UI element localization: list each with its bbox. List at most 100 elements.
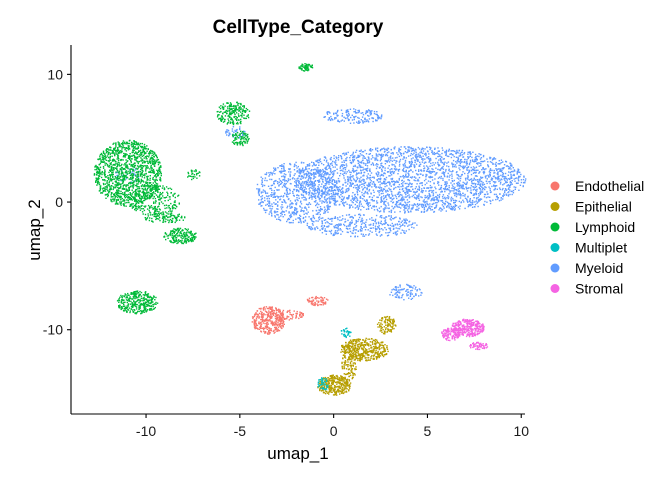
point — [304, 206, 306, 208]
point — [359, 200, 361, 202]
point — [473, 177, 475, 179]
point — [429, 203, 431, 205]
point — [282, 184, 285, 186]
point — [487, 174, 489, 177]
point — [343, 164, 346, 166]
point — [359, 178, 361, 180]
point — [300, 178, 302, 180]
point — [438, 155, 440, 157]
point — [132, 181, 134, 184]
point — [259, 203, 261, 205]
point — [512, 174, 514, 176]
point — [403, 231, 405, 234]
point — [408, 166, 411, 169]
point — [263, 184, 266, 187]
point — [355, 149, 358, 152]
point — [379, 154, 381, 156]
point — [334, 170, 336, 172]
point — [463, 188, 465, 190]
point — [520, 173, 522, 176]
point — [458, 184, 460, 186]
point — [285, 182, 287, 185]
point — [406, 219, 408, 221]
point — [348, 223, 351, 225]
point — [279, 165, 281, 167]
point — [95, 181, 97, 183]
point — [319, 213, 321, 216]
point — [469, 155, 471, 157]
point — [393, 164, 395, 166]
point — [395, 195, 397, 198]
point — [135, 159, 137, 161]
point — [289, 175, 291, 178]
point — [279, 199, 281, 201]
point — [268, 197, 270, 200]
point — [411, 195, 413, 198]
point — [239, 126, 241, 128]
point — [98, 190, 101, 192]
point — [420, 191, 422, 193]
point — [331, 217, 334, 220]
point — [440, 210, 442, 212]
point — [339, 186, 341, 188]
point — [300, 209, 302, 211]
point — [375, 222, 377, 224]
point — [471, 206, 474, 208]
point — [154, 181, 157, 183]
point — [397, 192, 400, 194]
point — [116, 191, 118, 194]
point — [429, 171, 431, 173]
point — [123, 203, 125, 206]
point — [228, 134, 230, 136]
point — [448, 186, 450, 189]
point — [361, 194, 364, 196]
point — [477, 181, 479, 183]
point — [159, 172, 162, 174]
point — [407, 146, 409, 148]
point — [370, 163, 372, 166]
point — [408, 204, 411, 206]
point — [331, 173, 334, 175]
point — [448, 179, 450, 181]
point — [524, 180, 527, 182]
point — [423, 179, 426, 182]
point — [271, 208, 273, 210]
point — [243, 130, 245, 132]
point — [270, 209, 272, 211]
point — [331, 118, 333, 120]
point — [310, 217, 313, 220]
point — [154, 174, 156, 177]
point — [345, 159, 347, 162]
point — [138, 180, 141, 182]
point — [411, 163, 413, 165]
point — [355, 196, 358, 199]
point — [311, 181, 313, 184]
point — [505, 189, 508, 191]
point — [413, 176, 415, 178]
point — [508, 167, 511, 170]
point — [279, 179, 282, 182]
point — [382, 192, 384, 195]
point — [396, 233, 398, 235]
point — [428, 206, 430, 208]
point — [504, 179, 506, 182]
point — [380, 188, 382, 191]
point — [373, 191, 375, 193]
point — [348, 180, 350, 182]
point — [258, 199, 260, 201]
point — [133, 141, 136, 143]
point — [408, 149, 410, 151]
point — [360, 119, 362, 121]
point — [441, 204, 444, 206]
point — [108, 166, 110, 168]
point — [332, 233, 335, 235]
point — [369, 112, 371, 114]
point — [332, 191, 335, 194]
point — [415, 186, 417, 188]
point — [465, 183, 468, 186]
point — [320, 170, 322, 172]
point — [437, 161, 439, 164]
point — [140, 168, 142, 171]
point — [368, 115, 370, 117]
point — [430, 170, 432, 173]
